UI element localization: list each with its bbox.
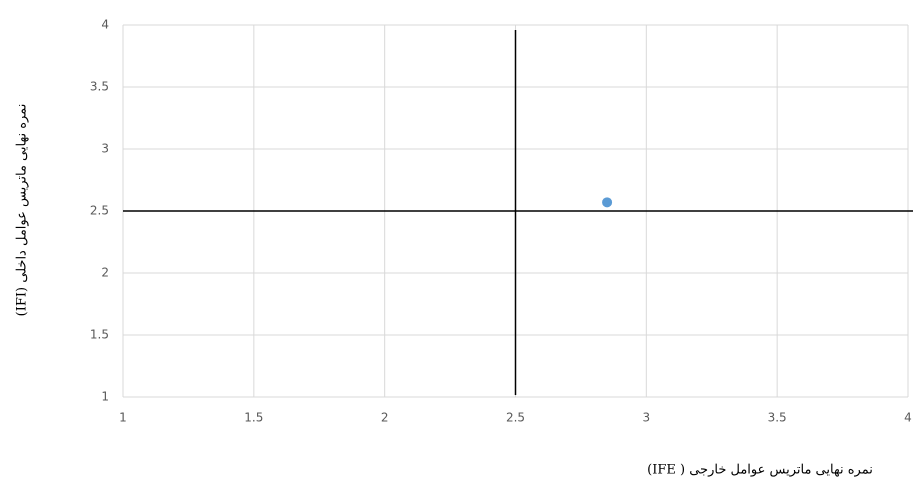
x-tick-label: 3	[643, 411, 651, 425]
y-tick-label: 1	[101, 390, 109, 404]
data-point	[602, 197, 612, 207]
y-tick-label: 4	[101, 18, 109, 32]
y-tick-label: 3	[101, 142, 109, 156]
x-tick-label: 2.5	[506, 411, 525, 425]
chart: نمره نهایی ماتریس عوامل خارجی ( IFE) نمر…	[0, 0, 913, 489]
y-tick-label: 2	[101, 266, 109, 280]
y-tick-label: 2.5	[90, 204, 109, 218]
y-axis-title: نمره نهایی ماتریس عوامل داخلی (IFI)	[15, 104, 30, 317]
x-tick-label: 1.5	[244, 411, 263, 425]
x-tick-label: 3.5	[768, 411, 787, 425]
y-tick-label: 1.5	[90, 328, 109, 342]
x-tick-label: 1	[119, 411, 127, 425]
x-tick-label: 2	[381, 411, 389, 425]
x-tick-label: 4	[904, 411, 912, 425]
y-tick-label: 3.5	[90, 80, 109, 94]
x-axis-title: نمره نهایی ماتریس عوامل خارجی ( IFE)	[647, 463, 873, 478]
